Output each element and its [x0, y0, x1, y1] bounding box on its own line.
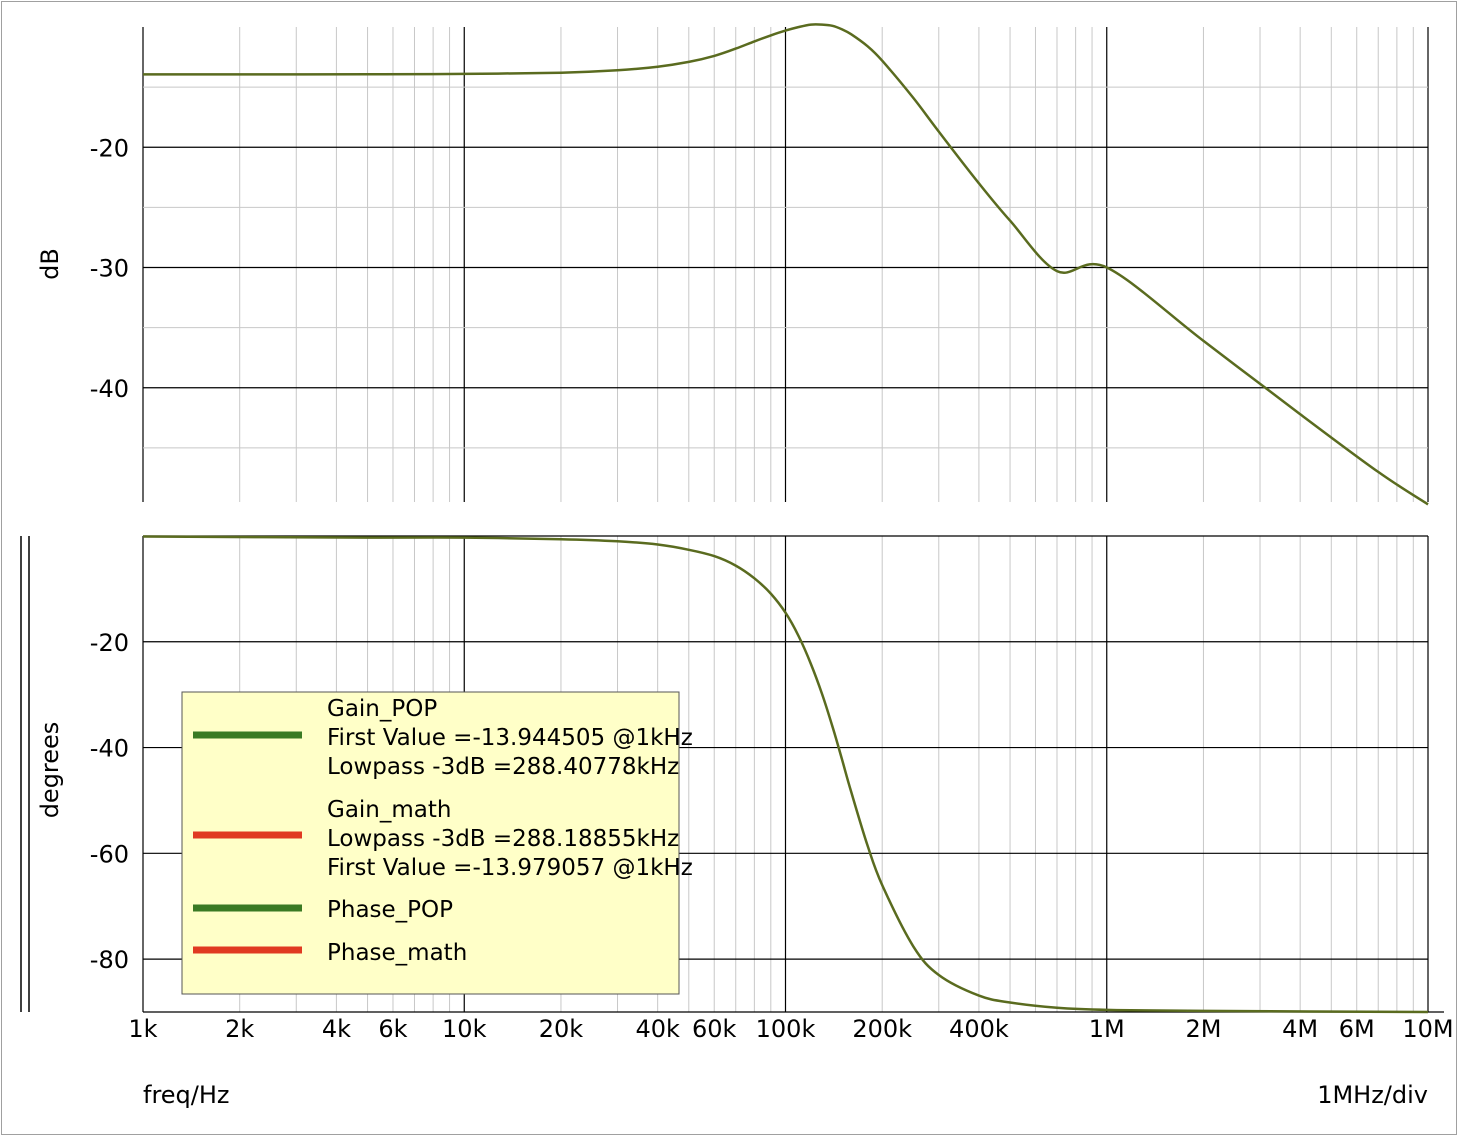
x-tick-label: 200k: [852, 1015, 912, 1043]
legend-measurement: Lowpass -3dB =288.18855kHz: [327, 826, 679, 852]
x-tick-label: 1M: [1089, 1015, 1125, 1043]
x-tick-label: 4M: [1282, 1015, 1318, 1043]
gain-y-axis-label: dB: [36, 248, 64, 280]
legend-series-name: Gain_POP: [327, 696, 437, 722]
x-axis-label: freq/Hz: [143, 1081, 230, 1109]
x-tick-label: 2k: [225, 1015, 254, 1043]
legend-series-name: Phase_math: [327, 940, 467, 966]
phase-y-tick-label: -60: [90, 840, 129, 868]
x-tick-label: 2M: [1185, 1015, 1221, 1043]
x-tick-label: 40k: [635, 1015, 680, 1043]
phase-y-tick-label: -80: [90, 946, 129, 974]
x-tick-label: 400k: [949, 1015, 1009, 1043]
gain-y-tick-label: -30: [90, 255, 129, 283]
x-tick-label: 4k: [322, 1015, 351, 1043]
legend-measurement: First Value =-13.979057 @1kHz: [327, 855, 693, 881]
gain-y-tick-label: -20: [90, 134, 129, 162]
gain-grid: [142, 27, 1429, 502]
gain-y-tick-label: -40: [90, 375, 129, 403]
legend: Gain_POP First Value =-13.944505 @1kHz Low…: [181, 691, 693, 995]
phase-y-ticks: -20 -40 -60 -80: [90, 629, 129, 974]
legend-measurement: Lowpass -3dB =288.40778kHz: [327, 754, 679, 780]
legend-box: [181, 691, 680, 995]
x-tick-label: 100k: [756, 1015, 816, 1043]
x-tick-label: 10k: [442, 1015, 487, 1043]
legend-series-name: Gain_math: [327, 797, 451, 823]
x-tick-label: 10M: [1402, 1015, 1453, 1043]
legend-measurement: First Value =-13.944505 @1kHz: [327, 725, 693, 751]
x-tick-label: 60k: [692, 1015, 737, 1043]
phase-y-axis-label: degrees: [36, 722, 64, 819]
x-tick-label: 1k: [128, 1015, 157, 1043]
x-scale-text: 1MHz/div: [1317, 1081, 1428, 1109]
legend-series-name: Phase_POP: [327, 897, 453, 923]
x-axis-ticks: 1k 2k 4k 6k 10k 20k 40k 60k 100k 200k 400k 1M 2M 4M 6M…: [128, 1015, 1453, 1043]
x-tick-label: 6M: [1339, 1015, 1375, 1043]
x-tick-label: 6k: [378, 1015, 407, 1043]
x-tick-label: 20k: [539, 1015, 584, 1043]
phase-y-tick-label: -40: [90, 735, 129, 763]
gain-y-ticks: -20 -30 -40: [90, 134, 129, 403]
phase-trace: [142, 535, 1429, 1014]
gain-trace: [143, 23, 1429, 506]
gain-panel: -20 -30 -40 dB: [36, 23, 1429, 506]
phase-y-tick-label: -20: [90, 629, 129, 657]
